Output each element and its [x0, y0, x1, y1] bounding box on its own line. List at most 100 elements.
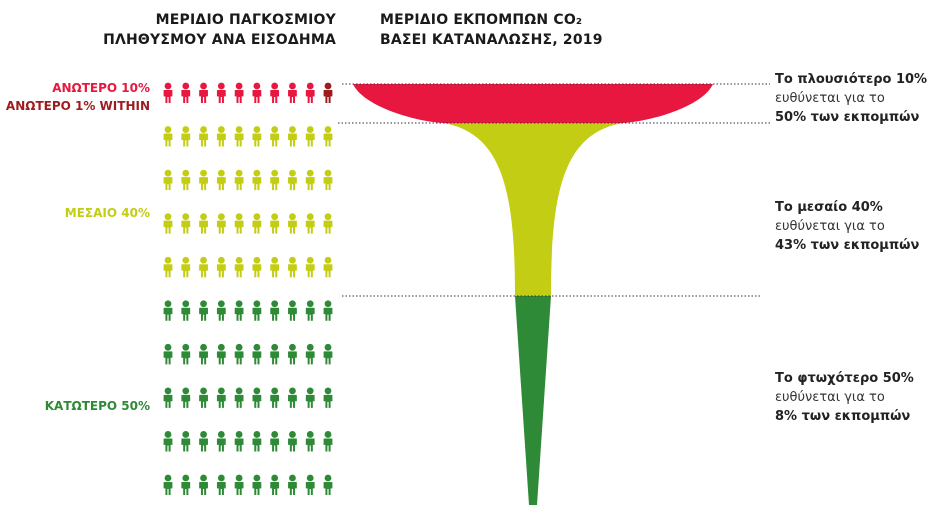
person-icon	[252, 126, 262, 147]
person-icon	[199, 169, 208, 191]
person-icon	[323, 82, 333, 103]
person-icon	[216, 126, 226, 147]
person-icon	[270, 431, 280, 452]
person-icon	[288, 169, 297, 191]
person-icon	[216, 474, 226, 495]
person-icon	[252, 256, 262, 278]
person-icon	[199, 213, 208, 234]
person-icon	[216, 256, 226, 278]
person-icon	[288, 474, 297, 495]
person-icon	[199, 300, 208, 321]
person-icon	[216, 213, 226, 234]
person-icon	[288, 213, 297, 234]
note-top10-line-1: Το πλουσιότερο 10%	[775, 72, 928, 87]
person-icon	[270, 474, 280, 495]
person-icon	[305, 169, 315, 191]
person-icon	[163, 82, 173, 103]
person-icon	[199, 256, 208, 278]
person-icon	[181, 431, 191, 452]
person-icon	[181, 213, 191, 234]
note-middle40-line-2: ευθύνεται για το	[775, 219, 885, 234]
person-icon	[270, 256, 280, 278]
person-icon	[323, 387, 333, 408]
group-label-top10: ΑΝΩΤΕΡΟ 10%	[52, 81, 150, 95]
person-icon	[288, 343, 297, 365]
population-header-line-1: ΜΕΡΙΔΙΟ ΠΑΓΚΟΣΜΙΟΥ	[155, 12, 336, 28]
person-icon	[163, 474, 173, 495]
person-icon	[252, 169, 262, 191]
funnel-segment-middle40	[443, 123, 623, 296]
person-icon	[163, 431, 173, 452]
person-icon	[216, 431, 226, 452]
emissions-header-line-1: ΜΕΡΙΔΙΟ ΕΚΠΟΜΠΩΝ CO₂	[380, 12, 583, 28]
person-icon	[216, 300, 226, 321]
guide-lines	[338, 83, 770, 297]
person-icon	[216, 387, 226, 408]
person-icon	[199, 474, 208, 495]
person-icon	[288, 387, 297, 408]
person-icon	[163, 169, 173, 191]
person-icon	[234, 474, 244, 495]
person-icon	[252, 82, 262, 103]
person-icon	[234, 300, 244, 321]
person-icon	[252, 431, 262, 452]
person-icon	[163, 213, 173, 234]
group-label-middle40: ΜΕΣΑΙΟ 40%	[64, 206, 150, 220]
person-icon	[199, 387, 208, 408]
person-icon	[305, 343, 315, 365]
person-icon	[323, 256, 333, 278]
person-icon	[216, 343, 226, 365]
person-icon	[234, 256, 244, 278]
note-middle40-line-3: 43% των εκπομπών	[775, 238, 920, 253]
person-icon	[234, 213, 244, 234]
person-icon	[323, 126, 333, 147]
person-icon	[181, 474, 191, 495]
person-icon	[288, 256, 297, 278]
person-icon	[252, 300, 262, 321]
funnel-segment-bottom50	[515, 296, 551, 505]
note-middle40-line-1: Το μεσαίο 40%	[775, 200, 883, 215]
person-icon	[305, 431, 315, 452]
person-icon	[181, 387, 191, 408]
person-icon	[199, 431, 208, 452]
emissions-header: ΜΕΡΙΔΙΟ ΕΚΠΟΜΠΩΝ CO₂ ΒΑΣΕΙ ΚΑΤΑΝΑΛΩΣΗΣ, …	[380, 10, 680, 50]
person-icon	[252, 343, 262, 365]
population-icons	[163, 82, 333, 495]
emissions-funnel	[353, 84, 713, 505]
person-icon	[323, 343, 333, 365]
group-label-bottom50: ΚΑΤΩΤΕΡΟ 50%	[44, 399, 150, 413]
emissions-header-line-2: ΒΑΣΕΙ ΚΑΤΑΝΑΛΩΣΗΣ, 2019	[380, 32, 603, 48]
person-icon	[288, 82, 297, 103]
person-icon	[199, 82, 208, 103]
person-icon	[199, 343, 208, 365]
person-icon	[323, 474, 333, 495]
person-icon	[252, 387, 262, 408]
person-icon	[216, 169, 226, 191]
person-icon	[270, 300, 280, 321]
note-bottom50-line-1: Το φτωχότερο 50%	[775, 371, 914, 386]
person-icon	[234, 169, 244, 191]
note-top10: Το πλουσιότερο 10% ευθύνεται για το 50% …	[775, 70, 941, 127]
person-icon	[252, 474, 262, 495]
person-icon	[234, 343, 244, 365]
person-icon	[288, 300, 297, 321]
person-icon	[181, 169, 191, 191]
person-icon	[323, 213, 333, 234]
person-icon	[270, 126, 280, 147]
note-top10-line-2: ευθύνεται για το	[775, 91, 885, 106]
person-icon	[216, 82, 226, 103]
group-label-top1: ΑΝΩΤΕΡΟ 1% WITHIN	[5, 99, 150, 113]
person-icon	[234, 126, 244, 147]
person-icon	[305, 213, 315, 234]
person-icon	[270, 213, 280, 234]
note-bottom50-line-2: ευθύνεται για το	[775, 390, 885, 405]
person-icon	[305, 387, 315, 408]
note-bottom50: Το φτωχότερο 50% ευθύνεται για το 8% των…	[775, 369, 941, 426]
person-icon	[163, 126, 173, 147]
note-top10-line-3: 50% των εκπομπών	[775, 110, 920, 125]
person-icon	[163, 343, 173, 365]
person-icon	[305, 474, 315, 495]
person-icon	[181, 126, 191, 147]
